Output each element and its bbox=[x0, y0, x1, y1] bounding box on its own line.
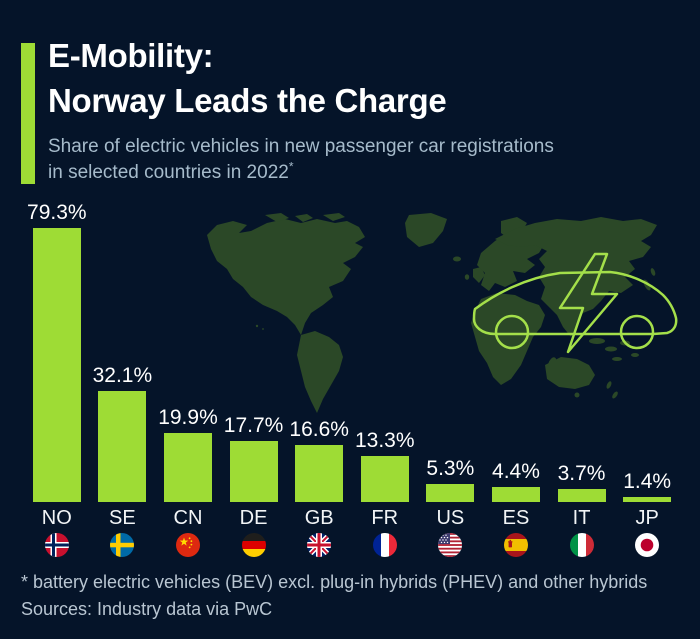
bar-group-cn: 19.9% CN bbox=[155, 201, 221, 557]
bar-us bbox=[426, 483, 475, 502]
electric-car-icon bbox=[472, 252, 678, 354]
bar-group-us: 5.3% US bbox=[418, 201, 484, 557]
bar-group-it: 3.7% IT bbox=[549, 201, 615, 557]
norway-flag-icon bbox=[44, 533, 69, 557]
bar-group-no: 79.3% NO bbox=[24, 201, 90, 557]
bar-fr bbox=[360, 456, 409, 502]
bar-de bbox=[229, 440, 278, 502]
car-wheel-right bbox=[619, 314, 655, 350]
footer: * battery electric vehicles (BEV) excl. … bbox=[21, 569, 647, 623]
bar-value-label: 32.1% bbox=[92, 364, 153, 388]
bar-se bbox=[98, 391, 147, 502]
title-line-1: E-Mobility: bbox=[48, 37, 214, 74]
france-flag-icon bbox=[372, 533, 397, 557]
bar-value-label: 16.6% bbox=[289, 417, 349, 441]
footnote-text: * battery electric vehicles (BEV) excl. … bbox=[21, 572, 648, 592]
bar-group-gb: 16.6% GB bbox=[286, 201, 352, 557]
bar-group-es: 4.4% ES bbox=[483, 201, 549, 557]
title-accent-bar bbox=[21, 43, 35, 184]
country-code-label: NO bbox=[41, 507, 72, 529]
bar-value-label: 1.4% bbox=[623, 470, 672, 494]
bar-gb bbox=[295, 444, 344, 502]
lightning-bolt-icon bbox=[558, 252, 619, 354]
germany-flag-icon bbox=[241, 533, 266, 557]
bar-no bbox=[32, 228, 81, 502]
sources-text: Sources: Industry data via PwC bbox=[21, 599, 273, 619]
uk-flag-icon bbox=[307, 533, 332, 557]
footnote-marker: * bbox=[288, 159, 294, 174]
country-code-label: GB bbox=[304, 507, 334, 529]
bar-cn bbox=[163, 433, 212, 502]
country-code-label: DE bbox=[239, 507, 268, 529]
country-code-label: US bbox=[436, 507, 465, 529]
subtitle-line-1: Share of electric vehicles in new passen… bbox=[48, 136, 554, 157]
italy-flag-icon bbox=[569, 533, 594, 557]
bar-value-label: 4.4% bbox=[492, 459, 540, 483]
page-title: E-Mobility: Norway Leads the Charge bbox=[48, 33, 447, 123]
bar-value-label: 79.3% bbox=[27, 201, 87, 224]
chart-subtitle: Share of electric vehicles in new passen… bbox=[48, 134, 554, 186]
bar-group-jp: 1.4% JP bbox=[614, 201, 680, 557]
world-map-graphic bbox=[207, 213, 657, 413]
country-code-label: JP bbox=[635, 507, 659, 529]
bar-es bbox=[491, 486, 540, 502]
bar-chart: 79.3% NO 32.1% SE 19.9% CN 17.7% bbox=[24, 201, 680, 557]
car-wheel-left bbox=[494, 314, 530, 350]
country-code-label: IT bbox=[572, 507, 591, 529]
bar-group-fr: 13.3% FR bbox=[352, 201, 418, 557]
country-code-label: FR bbox=[371, 507, 399, 529]
bar-value-label: 13.3% bbox=[354, 429, 415, 452]
bar-value-label: 17.7% bbox=[223, 413, 284, 437]
title-line-2: Norway Leads the Charge bbox=[48, 82, 447, 119]
japan-flag-icon bbox=[635, 533, 660, 557]
bar-group-se: 32.1% SE bbox=[90, 201, 156, 557]
china-flag-icon bbox=[175, 533, 200, 557]
country-code-label: ES bbox=[502, 507, 530, 529]
spain-flag-icon bbox=[503, 533, 528, 557]
bar-it bbox=[557, 489, 606, 502]
subtitle-line-2: in selected countries in 2022 bbox=[48, 162, 289, 183]
bar-value-label: 5.3% bbox=[426, 456, 475, 480]
country-code-label: SE bbox=[109, 507, 136, 529]
country-code-label: CN bbox=[173, 507, 203, 529]
bar-jp bbox=[623, 497, 672, 502]
bar-group-de: 17.7% DE bbox=[221, 201, 287, 557]
bar-value-label: 3.7% bbox=[557, 462, 606, 486]
sweden-flag-icon bbox=[110, 533, 135, 557]
bar-value-label: 19.9% bbox=[158, 406, 218, 430]
us-flag-icon bbox=[438, 533, 463, 557]
